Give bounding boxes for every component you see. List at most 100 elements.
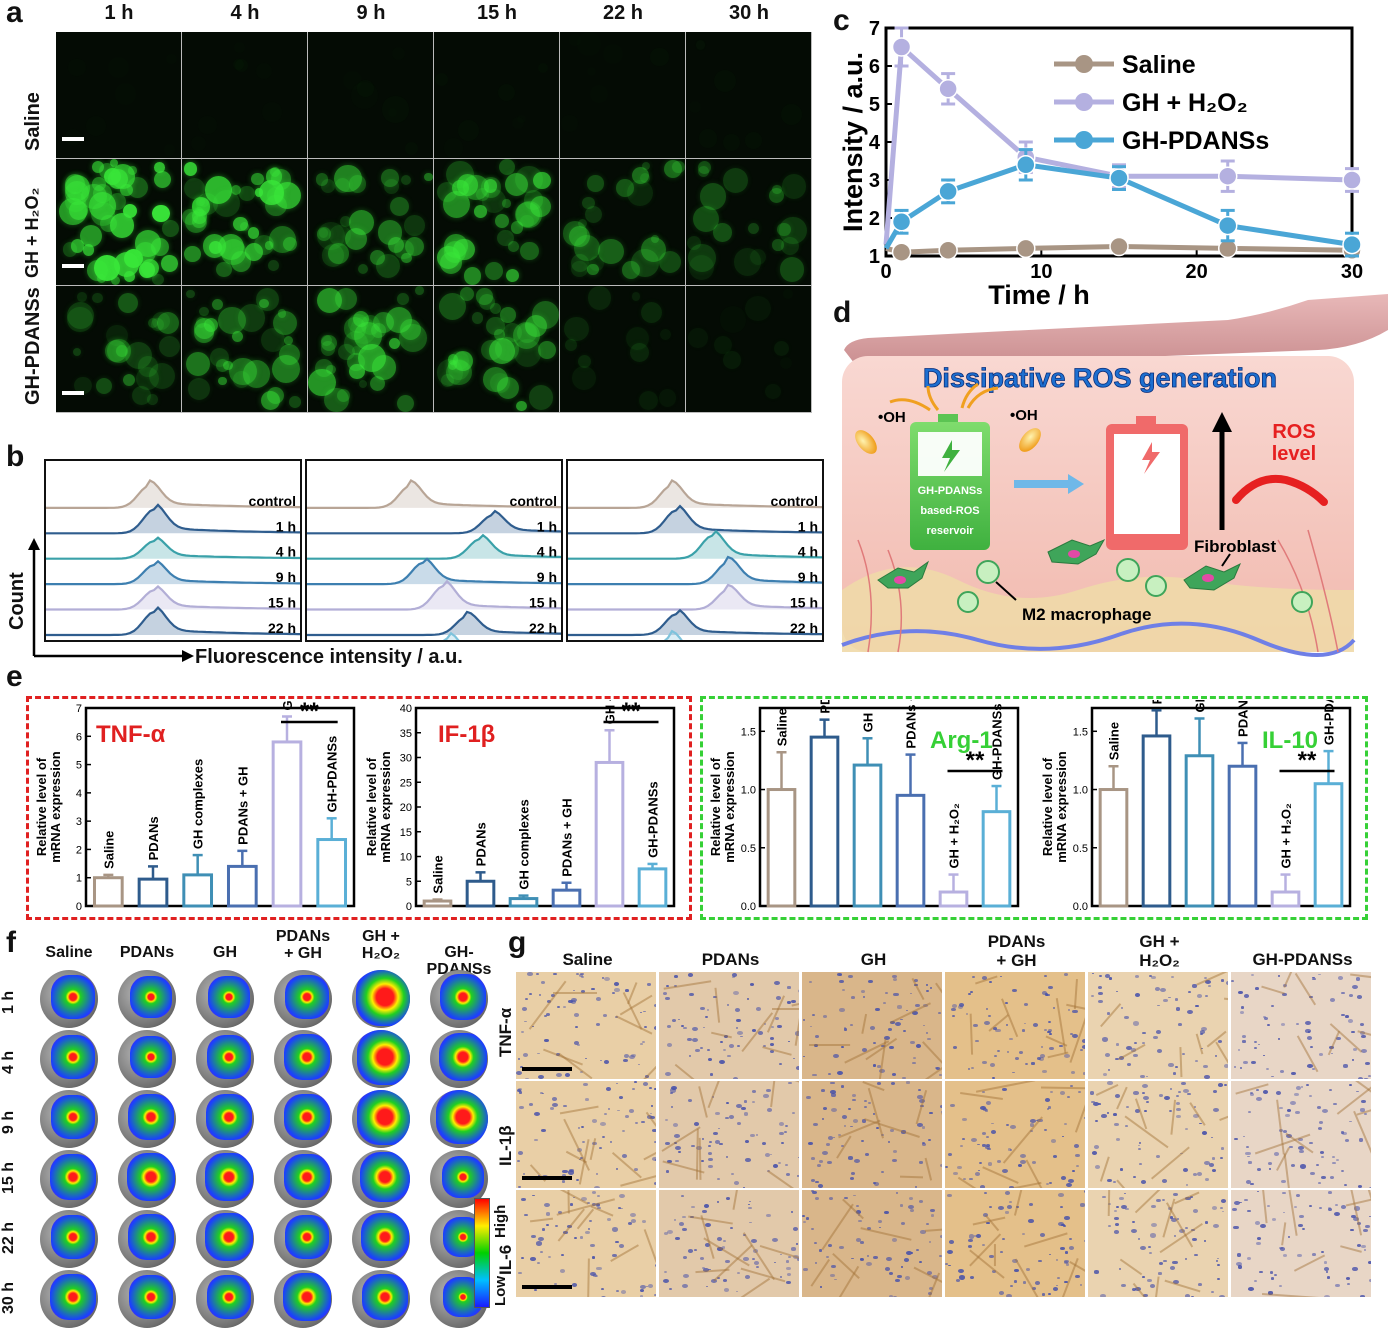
nucleus — [1250, 1093, 1254, 1096]
nucleus — [1151, 1223, 1157, 1227]
nucleus — [1240, 1067, 1242, 1068]
nucleus — [732, 973, 738, 977]
nucleus — [614, 988, 619, 992]
nucleus — [530, 1257, 535, 1261]
data-point — [1110, 169, 1128, 187]
nucleus — [1364, 1249, 1366, 1251]
nucleus — [747, 998, 750, 1000]
fiber — [644, 1229, 656, 1263]
nucleus — [1002, 1238, 1005, 1240]
confocal-image — [560, 32, 686, 159]
nucleus — [935, 1067, 938, 1069]
fluorescent-cell — [444, 138, 464, 158]
nucleus — [1144, 1110, 1147, 1112]
nucleus — [831, 1108, 837, 1112]
nucleus — [679, 1222, 684, 1226]
fluorescent-cell — [106, 325, 127, 346]
bar — [1100, 790, 1127, 906]
nucleus — [737, 1122, 741, 1125]
nucleus — [1153, 1036, 1158, 1040]
nucleus — [599, 1147, 602, 1149]
nucleus — [578, 1127, 581, 1129]
nucleus — [830, 1082, 834, 1085]
nucleus — [997, 1160, 1001, 1163]
confocal-image — [56, 286, 182, 413]
nucleus — [990, 1063, 995, 1067]
nucleus — [1211, 1291, 1214, 1293]
nucleus — [1143, 1096, 1149, 1100]
nucleus — [733, 1077, 739, 1079]
nucleus — [1015, 1057, 1019, 1060]
nucleus — [1060, 1247, 1064, 1250]
nucleus — [1338, 976, 1343, 980]
nucleus — [663, 1279, 669, 1283]
nucleus — [1365, 1225, 1370, 1228]
series-line — [886, 47, 1352, 245]
nucleus — [1072, 1170, 1075, 1172]
fluorescent-cell — [780, 357, 792, 369]
nucleus — [536, 973, 539, 975]
fluorescent-cell — [404, 215, 425, 236]
fluorescent-cell — [699, 129, 718, 148]
nucleus — [1318, 974, 1320, 976]
y-tick-label: 1.5 — [741, 726, 756, 738]
nucleus — [523, 1173, 525, 1175]
nucleus — [1335, 1204, 1338, 1206]
nucleus — [917, 1123, 923, 1127]
nucleus — [1078, 1091, 1081, 1093]
nucleus — [553, 973, 556, 975]
legend-marker — [1075, 93, 1093, 111]
oh-label-left: •OH — [878, 409, 906, 426]
nucleus — [1133, 1176, 1136, 1178]
nucleus — [1358, 1077, 1363, 1079]
fluorescent-cell — [774, 341, 789, 356]
fluorescent-cell — [603, 44, 623, 64]
nucleus — [781, 1142, 784, 1144]
nucleus — [529, 1103, 533, 1106]
nucleus — [678, 1151, 681, 1153]
fluorescent-cell — [154, 171, 171, 188]
nucleus — [596, 997, 601, 1001]
histogram-row-label: 9 h — [276, 569, 296, 585]
histogram-row-label: 1 h — [276, 518, 296, 534]
fluorescent-cell — [188, 378, 210, 400]
fluorescent-cell — [571, 261, 588, 278]
fiber — [868, 1088, 884, 1138]
battery-line-1: GH-PDANSs — [918, 485, 983, 497]
y-tick-label: 1 — [76, 873, 82, 885]
ivis-mouse-image — [430, 1030, 488, 1088]
nucleus — [700, 1257, 705, 1260]
nucleus — [745, 1140, 749, 1143]
ivis-row-label: 4 h — [0, 1051, 18, 1074]
histology-image — [659, 972, 799, 1079]
nucleus — [1365, 1062, 1370, 1065]
nucleus — [785, 1164, 789, 1167]
fiber — [711, 1032, 732, 1039]
colorbar-high-label: High — [492, 1205, 509, 1238]
luminescence-signal — [128, 1094, 174, 1140]
fiber — [560, 1106, 598, 1115]
nucleus — [1057, 1277, 1060, 1279]
category-label: Saline — [431, 855, 446, 893]
nucleus — [1176, 1095, 1179, 1097]
histogram-trace — [307, 535, 563, 559]
ivis-mouse-image — [40, 1270, 98, 1328]
confocal-image — [686, 32, 812, 159]
nucleus — [1269, 1168, 1271, 1170]
nucleus — [654, 1141, 656, 1143]
nucleus — [973, 1024, 978, 1027]
nucleus — [812, 1014, 816, 1017]
fluorescent-cell — [720, 306, 746, 332]
fluorescent-cell — [516, 401, 526, 411]
fiber — [941, 1112, 942, 1150]
nucleus — [1109, 977, 1112, 979]
nucleus — [643, 1082, 649, 1086]
nucleus — [749, 1222, 751, 1224]
nucleus — [798, 989, 799, 993]
nucleus — [1217, 1278, 1220, 1280]
nucleus — [674, 1134, 680, 1138]
nucleus — [822, 1118, 825, 1120]
nucleus — [1331, 1053, 1333, 1055]
nucleus — [803, 1056, 805, 1058]
fluorescent-cell — [498, 84, 515, 101]
